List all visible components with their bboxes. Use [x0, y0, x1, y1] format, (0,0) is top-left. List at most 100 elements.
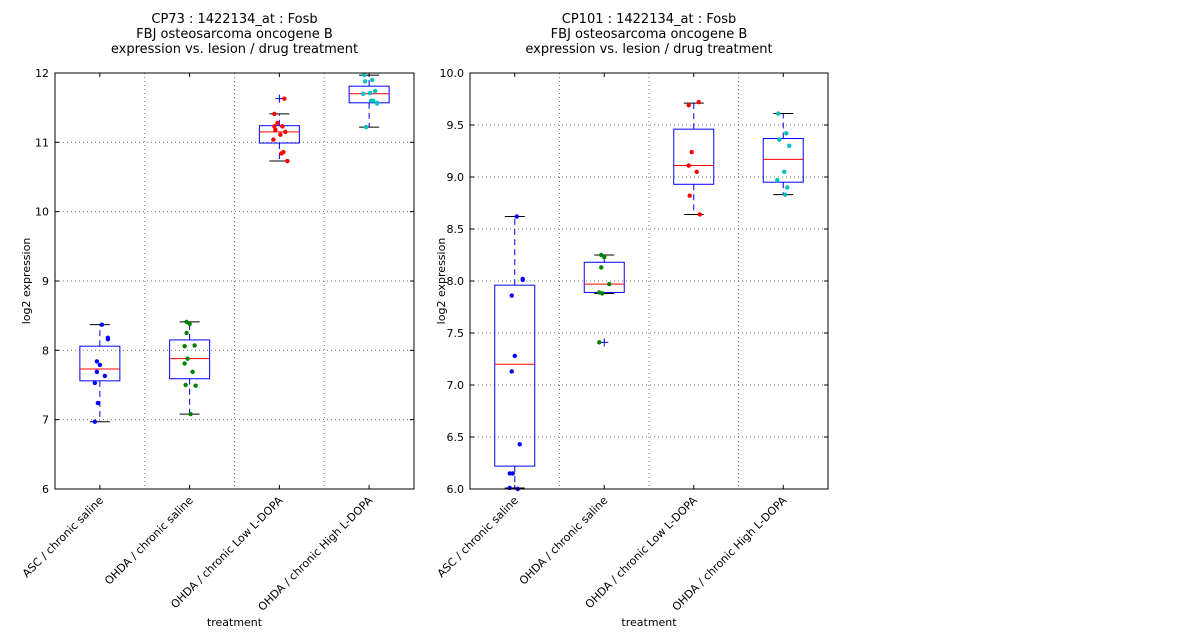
- x-axis-label: treatment: [207, 616, 263, 629]
- y-tick-label: 10: [35, 206, 49, 219]
- data-point: [784, 131, 789, 136]
- data-point: [607, 281, 612, 287]
- data-point: [272, 111, 277, 117]
- box-3: [673, 99, 715, 217]
- box-1: [79, 322, 121, 424]
- data-point: [271, 137, 276, 142]
- y-tick-label: 6: [42, 483, 49, 496]
- data-point: [102, 373, 108, 379]
- x-tick-label: ASC / chronic saline: [20, 494, 106, 580]
- data-point: [187, 321, 192, 327]
- data-point: [783, 192, 788, 197]
- box-iqr: [673, 128, 715, 185]
- data-point: [520, 277, 525, 283]
- data-point: [785, 185, 790, 190]
- box-iqr: [762, 138, 804, 183]
- y-tick-label: 8: [42, 344, 49, 357]
- x-axis-label: treatment: [621, 616, 677, 629]
- data-point: [512, 353, 517, 359]
- data-point: [514, 214, 519, 219]
- data-point: [686, 163, 691, 168]
- outlier-marker: [275, 94, 284, 103]
- y-tick-label: 11: [35, 136, 49, 149]
- data-point: [183, 382, 188, 388]
- box-iqr: [169, 339, 211, 380]
- data-point: [600, 291, 605, 296]
- data-point: [190, 369, 195, 375]
- chart-title-line: FBJ osteosarcoma oncogene B: [551, 27, 748, 42]
- data-point: [182, 361, 187, 366]
- data-point: [782, 169, 787, 174]
- data-point: [694, 169, 699, 174]
- data-point: [599, 265, 604, 270]
- box-iqr: [258, 125, 300, 144]
- data-point: [687, 193, 692, 198]
- y-tick-label: 6.0: [447, 483, 465, 496]
- data-point: [509, 369, 514, 374]
- y-tick-label: 10.0: [440, 67, 465, 80]
- box-2: [583, 252, 625, 347]
- x-tick-label: ASC / chronic saline: [435, 494, 521, 580]
- data-point: [184, 330, 189, 336]
- y-tick-label: 6.5: [447, 431, 465, 444]
- data-point: [777, 137, 782, 142]
- data-point: [367, 90, 373, 96]
- data-point: [689, 149, 694, 155]
- data-point: [510, 471, 515, 476]
- box-iqr: [494, 284, 536, 467]
- chart-title-line: expression vs. lesion / drug treatment: [525, 42, 772, 57]
- y-tick-label: 12: [35, 67, 49, 80]
- data-point: [369, 77, 375, 83]
- y-tick-label: 9: [42, 275, 49, 288]
- box-iqr: [348, 85, 390, 104]
- x-tick-label: OHDA / chronic saline: [517, 494, 611, 588]
- box-3: [258, 94, 300, 164]
- data-point: [360, 91, 366, 97]
- data-point: [279, 151, 284, 156]
- box-4: [348, 72, 390, 130]
- data-point: [95, 400, 101, 406]
- plot-frame: [54, 72, 415, 490]
- data-point: [94, 369, 100, 375]
- data-point: [94, 359, 100, 364]
- box-4: [762, 111, 804, 197]
- data-point: [361, 72, 367, 78]
- data-point: [696, 99, 701, 105]
- y-tick-label: 9.0: [447, 171, 465, 184]
- data-point: [185, 356, 190, 361]
- data-point: [92, 419, 98, 424]
- chart-title-line: CP73 : 1422134_at : Fosb: [151, 12, 317, 27]
- data-point: [686, 103, 691, 108]
- data-point: [363, 124, 369, 130]
- y-tick-label: 7.0: [447, 379, 465, 392]
- data-point: [368, 98, 374, 103]
- data-point: [362, 79, 368, 84]
- data-point: [97, 362, 103, 368]
- outlier-marker: [600, 338, 609, 347]
- data-point: [602, 254, 607, 260]
- data-point: [182, 343, 187, 349]
- box-iqr: [79, 345, 121, 382]
- data-point: [278, 132, 283, 137]
- data-point: [517, 442, 522, 447]
- chart-title-line: FBJ osteosarcoma oncogene B: [136, 27, 333, 42]
- box-2: [169, 319, 211, 417]
- y-tick-label: 8.0: [447, 275, 465, 288]
- data-point: [275, 120, 280, 126]
- x-tick-label: OHDA / chronic saline: [102, 494, 196, 588]
- y-tick-label: 9.5: [447, 119, 465, 132]
- data-point: [272, 124, 277, 129]
- data-point: [99, 322, 105, 327]
- data-point: [280, 124, 285, 129]
- data-point: [92, 380, 98, 386]
- y-tick-label: 7: [42, 414, 49, 427]
- chart-title-line: expression vs. lesion / drug treatment: [111, 42, 358, 57]
- y-tick-label: 7.5: [447, 327, 465, 340]
- data-point: [374, 100, 380, 106]
- data-point: [697, 212, 702, 217]
- y-axis-label: log2 expression: [435, 238, 448, 325]
- data-point: [372, 88, 378, 94]
